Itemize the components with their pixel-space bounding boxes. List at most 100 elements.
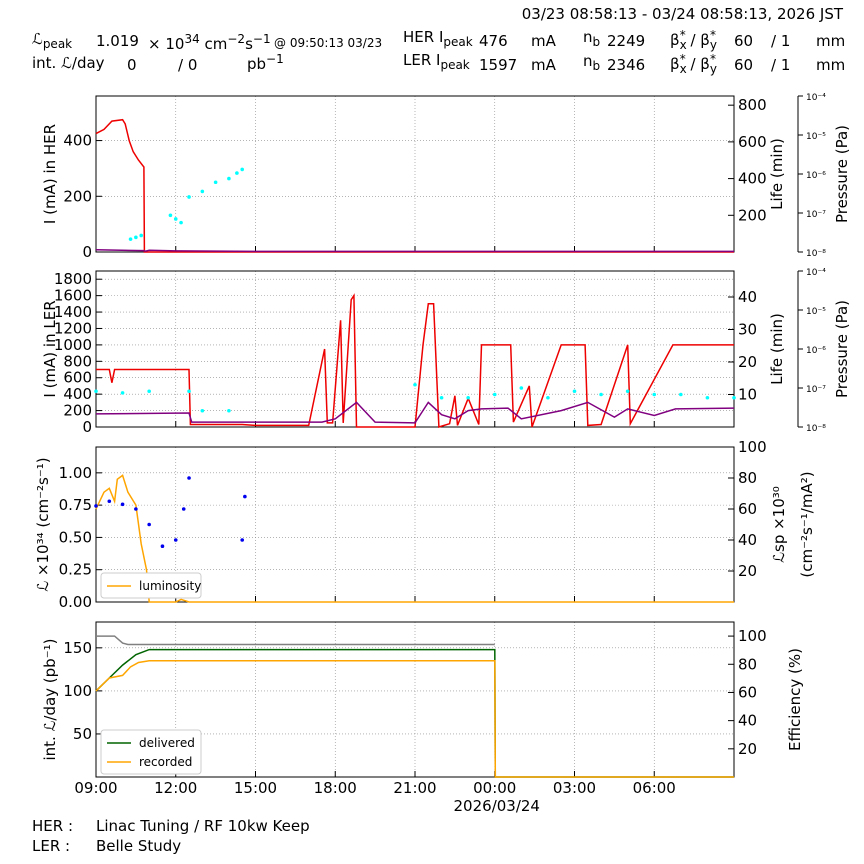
x-tick-label: 09:00 (74, 779, 117, 797)
ler-beta-value: 60 (734, 56, 754, 74)
life-point (413, 382, 417, 387)
life-point (439, 395, 444, 400)
lsp-point (107, 499, 112, 504)
pressure-line (95, 401, 735, 424)
delivered-legend-label: delivered (139, 736, 195, 750)
pressure-tick-label: 10⁻⁴ (806, 268, 826, 278)
y-tick-label: 0.50 (59, 528, 92, 546)
lsp-point (120, 502, 125, 507)
lsp-point (240, 538, 245, 542)
lpeak-label: ℒpeak (32, 30, 73, 52)
pressure-tick-label: 10⁻⁵ (806, 132, 826, 142)
life-point (466, 395, 470, 400)
y2-axis-label: ℒsp ×10³⁰ (770, 486, 788, 563)
y-tick-label: 50 (73, 725, 92, 743)
recorded-line (95, 660, 734, 778)
ler-status-label: LER : (32, 837, 71, 855)
y-axis-label: I (mA) in LER (41, 300, 59, 397)
life-point (120, 391, 125, 395)
y-tick-label: 1200 (54, 319, 92, 337)
life-point (94, 389, 98, 394)
life-point (173, 217, 178, 221)
y2-tick-label: 80 (738, 655, 757, 673)
her-status-label: HER : (32, 817, 74, 835)
intl-slash: / 0 (178, 56, 198, 74)
efficiency-line (96, 635, 495, 646)
y2-tick-label: 600 (738, 133, 767, 151)
pressure-axis-label: Pressure (Pa) (833, 300, 851, 398)
y2-tick-label: 100 (738, 438, 767, 456)
life-point (652, 392, 657, 397)
y-tick-label: 200 (63, 402, 92, 420)
y2-tick-label: 40 (738, 712, 757, 730)
y2-tick-label: 10 (738, 386, 757, 404)
y2-tick-label: 20 (738, 353, 757, 371)
lpeak-value: 1.019 (96, 32, 139, 50)
integrated-legend-box (100, 729, 202, 775)
pressure-tick-label: 10⁻⁸ (806, 249, 826, 259)
pressure-tick-label: 10⁻⁸ (806, 424, 826, 434)
pressure-tick-label: 10⁻⁵ (806, 307, 826, 317)
lsp-point (147, 522, 151, 527)
y-tick-label: 200 (63, 187, 92, 205)
her-ipeak-unit: mA (531, 32, 556, 50)
intl-label: int. ℒ/day (32, 54, 105, 72)
lsp-point (160, 544, 165, 548)
pressure-line (95, 249, 734, 253)
life-point (227, 176, 231, 181)
her-nb-label: nb (583, 28, 601, 50)
y-tick-label: 1.00 (59, 464, 92, 482)
y2-axis-label: Life (min) (768, 138, 786, 210)
life-point (732, 395, 736, 400)
life-point (519, 386, 524, 390)
y-tick-label: 100 (63, 682, 92, 700)
pressure-tick-label: 10⁻⁴ (806, 93, 826, 103)
pressure-tick-label: 10⁻⁷ (806, 210, 826, 220)
lsp-point (173, 538, 178, 542)
lsp-point (94, 504, 98, 508)
life-point (546, 395, 550, 400)
life-point (200, 408, 205, 413)
her-beta-label: βx* / βy* (670, 28, 717, 52)
life-point (240, 167, 245, 172)
y2-tick-label: 100 (738, 627, 767, 645)
life-point (200, 189, 205, 194)
lsp-point (134, 507, 138, 511)
y2-tick-label: 40 (738, 288, 757, 306)
x-tick-label: 12:00 (154, 779, 197, 797)
y-tick-label: 1000 (54, 336, 92, 354)
life-point (187, 389, 191, 394)
x-tick-label: 06:00 (633, 779, 676, 797)
recorded-legend-label: recorded (139, 755, 192, 769)
lsp-point (181, 507, 186, 511)
luminosity-line (95, 474, 734, 603)
life-point (235, 171, 239, 175)
her-beta-unit: mm (816, 32, 846, 50)
her-status-text: Linac Tuning / RF 10kw Keep (96, 817, 310, 835)
life-point (572, 389, 577, 394)
y-tick-label: 400 (63, 385, 92, 403)
y-tick-label: 150 (63, 639, 92, 657)
y-tick-label: 1600 (54, 287, 92, 305)
y-tick-label: 600 (63, 369, 92, 387)
y2-axis-label: Efficiency (%) (786, 648, 804, 751)
x-tick-label: 21:00 (393, 779, 436, 797)
life-point (128, 237, 133, 241)
life-point (227, 408, 231, 413)
her-ipeak-label: HER Ipeak (403, 28, 473, 50)
life-point (599, 392, 603, 397)
her-beta-value: 60 (734, 32, 754, 50)
y-axis-label: ℒ ×10³⁴ (cm⁻²s⁻¹) (34, 457, 52, 591)
y-tick-label: 800 (63, 352, 92, 370)
ler-ipeak-value: 1597 (479, 56, 518, 74)
ler-beta-label: βx* / βy* (670, 52, 717, 76)
y-tick-label: 1400 (54, 303, 92, 321)
y-tick-label: 0.75 (59, 496, 92, 514)
x-tick-label: 15:00 (234, 779, 277, 797)
ler-beta-unit: mm (816, 56, 846, 74)
y2-tick-label: 200 (738, 206, 767, 224)
life-point (139, 233, 143, 238)
lpeak-unit: × 1034 cm−2s−1 (148, 32, 271, 53)
life-point (679, 392, 683, 397)
